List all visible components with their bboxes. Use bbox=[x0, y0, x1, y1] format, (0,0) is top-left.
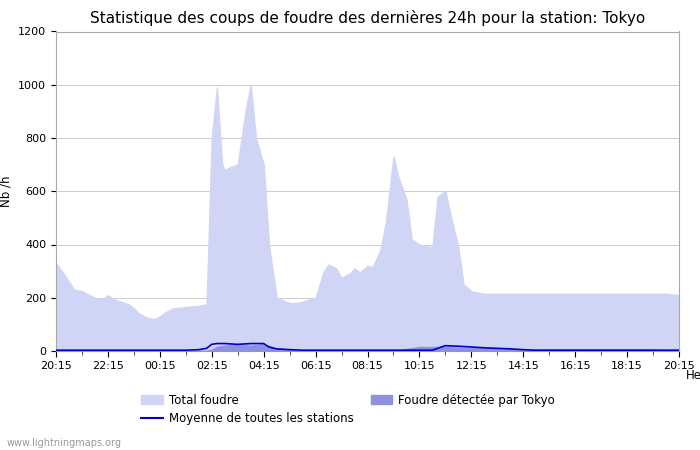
Moyenne de toutes les stations bbox=[337, 347, 346, 353]
Moyenne de toutes les stations bbox=[454, 343, 463, 349]
Moyenne de toutes les stations bbox=[675, 347, 683, 353]
Moyenne de toutes les stations bbox=[428, 347, 437, 353]
Moyenne de toutes les stations bbox=[636, 347, 644, 353]
Legend: Total foudre, Moyenne de toutes les stations, Foudre détectée par Tokyo: Total foudre, Moyenne de toutes les stat… bbox=[136, 389, 559, 430]
Y-axis label: Nb /h: Nb /h bbox=[0, 176, 13, 207]
Moyenne de toutes les stations bbox=[104, 347, 112, 353]
X-axis label: Heure: Heure bbox=[686, 369, 700, 382]
Moyenne de toutes les stations bbox=[265, 344, 273, 350]
Title: Statistique des coups de foudre des dernières 24h pour la station: Tokyo: Statistique des coups de foudre des dern… bbox=[90, 10, 645, 26]
Moyenne de toutes les stations bbox=[52, 347, 60, 353]
Line: Moyenne de toutes les stations: Moyenne de toutes les stations bbox=[56, 343, 679, 350]
Text: www.lightningmaps.org: www.lightningmaps.org bbox=[7, 438, 122, 448]
Moyenne de toutes les stations bbox=[213, 341, 221, 346]
